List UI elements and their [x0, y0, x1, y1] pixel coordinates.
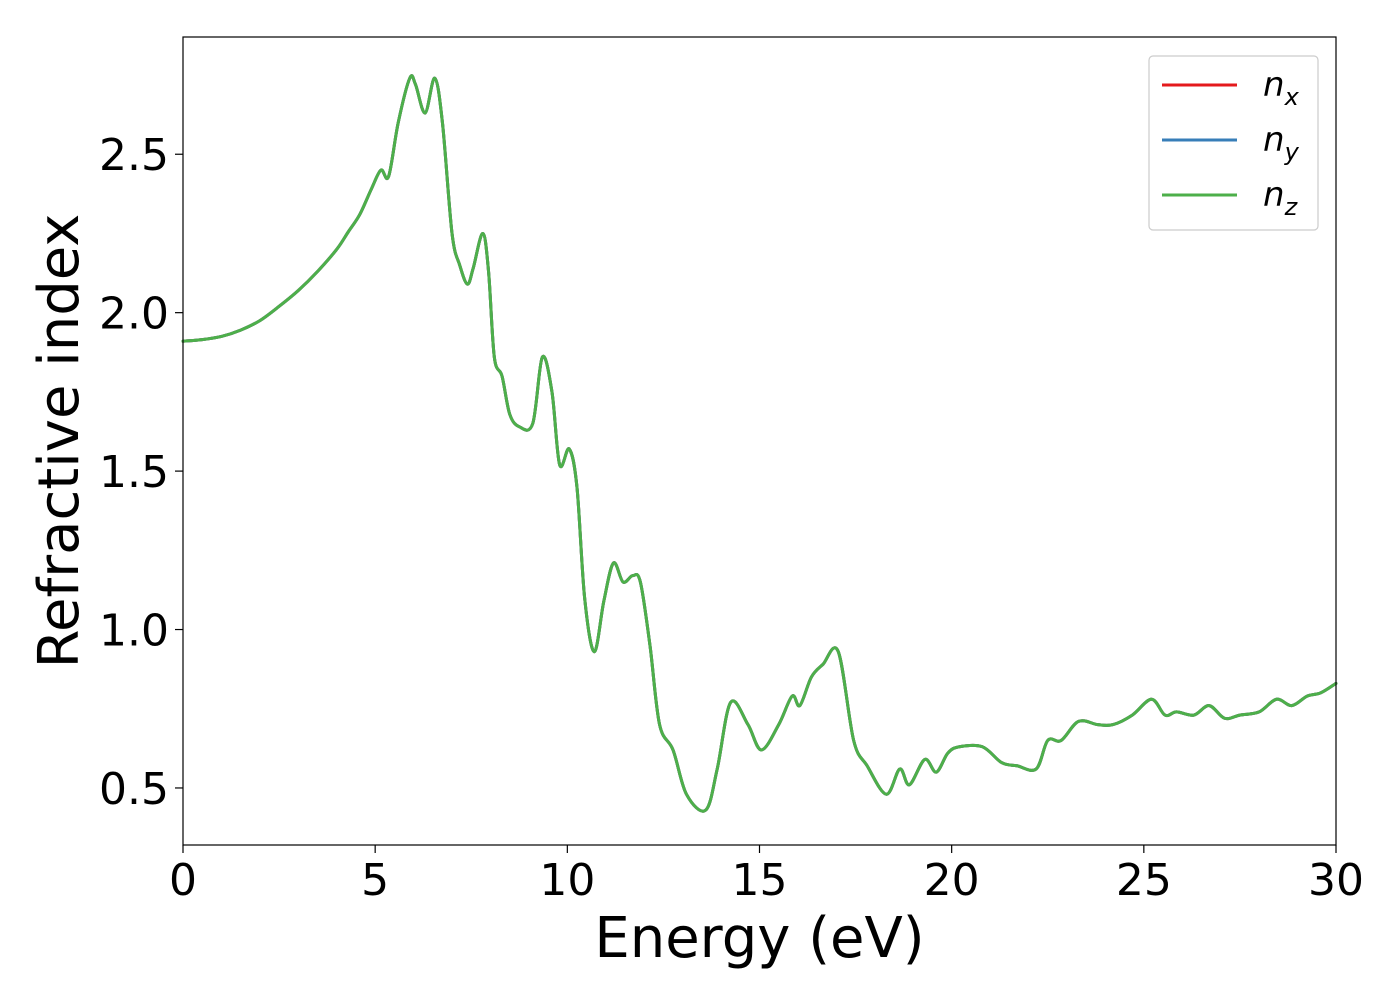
- x-tick-label: 25: [1116, 855, 1172, 906]
- x-tick-label: 20: [924, 855, 980, 906]
- legend: nx ny nz: [1148, 55, 1319, 231]
- y-tick-label: 2.5: [99, 130, 169, 181]
- x-axis-title: Energy (eV): [594, 906, 924, 971]
- y-tick-label: 0.5: [99, 764, 169, 815]
- legend-label-z: nz: [1263, 175, 1299, 221]
- series-layer: [181, 74, 1338, 813]
- legend-label-y: ny: [1263, 120, 1300, 166]
- x-tick-label: 10: [539, 855, 595, 906]
- x-tick-label: 15: [732, 855, 788, 906]
- y-tick-label: 2.0: [99, 289, 169, 340]
- ticks-layer: 0 5 10 15 20 25 30 0.5 1.0 1.5 2.0 2.5: [99, 130, 1364, 906]
- legend-box: [1148, 55, 1319, 231]
- x-tick-label: 30: [1308, 855, 1364, 906]
- legend-label-x: nx: [1263, 65, 1300, 111]
- x-tick-label: 5: [361, 855, 389, 906]
- y-tick-label: 1.5: [99, 447, 169, 498]
- y-tick-label: 1.0: [99, 606, 169, 657]
- x-tick-label: 0: [169, 855, 197, 906]
- series-line-z: [181, 74, 1338, 813]
- y-axis-title: Refractive index: [27, 214, 92, 669]
